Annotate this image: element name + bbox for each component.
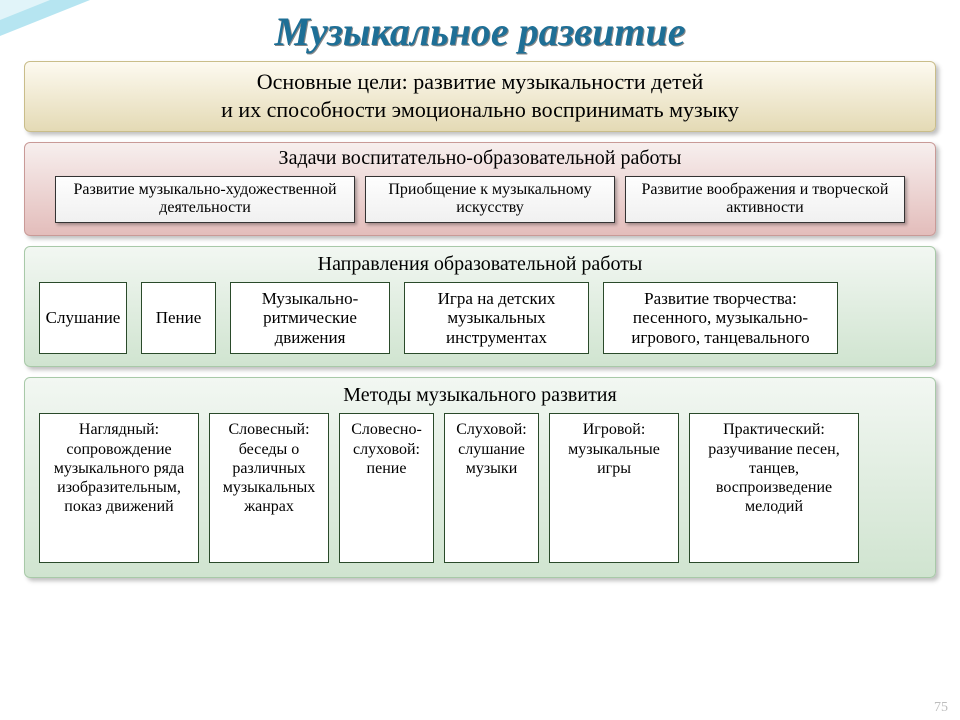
methods-header: Методы музыкального развития [39, 384, 921, 407]
task-item: Развитие воображения и творческой активн… [625, 176, 905, 223]
goals-text: Основные цели: развитие музыкальности де… [45, 68, 915, 123]
task-item: Развитие музыкально-художественной деяте… [55, 176, 355, 223]
task-item: Приобщение к музыкальному искусству [365, 176, 615, 223]
directions-block: Направления образовательной работы Слуша… [24, 246, 936, 368]
slide-title: Музыкальное развитие [24, 8, 936, 55]
tasks-header: Задачи воспитательно-образовательной раб… [39, 147, 921, 170]
corner-decoration [0, 0, 90, 36]
methods-block: Методы музыкального развития Наглядный: … [24, 377, 936, 578]
directions-row: СлушаниеПениеМузыкально-ритмические движ… [39, 282, 921, 355]
method-item: Наглядный: сопровождение музыкального ря… [39, 413, 199, 563]
goals-block: Основные цели: развитие музыкальности де… [24, 61, 936, 132]
direction-item: Слушание [39, 282, 127, 355]
direction-item: Игра на детских музыкальных инструментах [404, 282, 589, 355]
direction-item: Развитие творчества: песенного, музыкаль… [603, 282, 838, 355]
tasks-block: Задачи воспитательно-образовательной раб… [24, 142, 936, 236]
methods-row: Наглядный: сопровождение музыкального ря… [39, 413, 921, 563]
method-item: Словесно-слуховой: пение [339, 413, 434, 563]
method-item: Слуховой: слушание музыки [444, 413, 539, 563]
method-item: Словесный: беседы о различных музыкальны… [209, 413, 329, 563]
directions-header: Направления образовательной работы [39, 253, 921, 276]
method-item: Практический: разучивание песен, танцев,… [689, 413, 859, 563]
tasks-row: Развитие музыкально-художественной деяте… [39, 176, 921, 223]
direction-item: Пение [141, 282, 216, 355]
direction-item: Музыкально-ритмические движения [230, 282, 390, 355]
method-item: Игровой: музыкальные игры [549, 413, 679, 563]
page-number: 75 [934, 700, 948, 716]
